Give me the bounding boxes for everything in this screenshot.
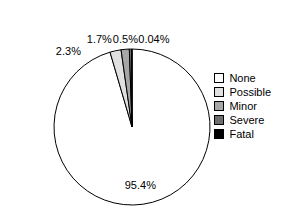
svg-text:95.4%: 95.4% bbox=[125, 179, 156, 191]
svg-text:0.04%: 0.04% bbox=[138, 33, 169, 45]
html-text:None: None bbox=[229, 71, 256, 84]
svg-text:1.7%: 1.7% bbox=[87, 33, 112, 45]
html-text:Severe: Severe bbox=[229, 113, 265, 126]
html-text:Fatal: Fatal bbox=[229, 127, 254, 140]
html-text:Possible: Possible bbox=[229, 85, 271, 98]
svg-text:2.3%: 2.3% bbox=[56, 45, 81, 57]
html-text:Minor: Minor bbox=[229, 99, 257, 112]
svg-text:0.5%: 0.5% bbox=[113, 33, 138, 45]
